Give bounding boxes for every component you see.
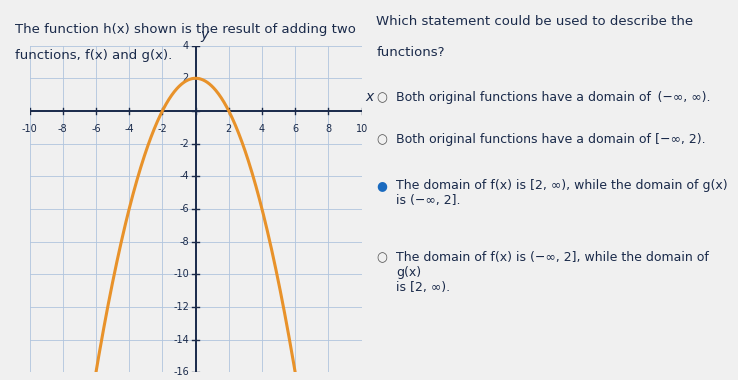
Text: -14: -14 — [173, 335, 189, 345]
Text: 2: 2 — [226, 124, 232, 134]
Text: ●: ● — [376, 179, 387, 192]
Text: ○: ○ — [376, 91, 387, 104]
Text: -8: -8 — [58, 124, 68, 134]
Text: 8: 8 — [325, 124, 331, 134]
Text: ○: ○ — [376, 133, 387, 146]
Text: -2: -2 — [179, 139, 189, 149]
Text: 4: 4 — [259, 124, 265, 134]
Text: Both original functions have a domain of  (−∞, ∞).: Both original functions have a domain of… — [396, 91, 711, 104]
Text: -6: -6 — [91, 124, 101, 134]
Text: -4: -4 — [124, 124, 134, 134]
Text: ○: ○ — [376, 251, 387, 264]
Text: -6: -6 — [179, 204, 189, 214]
Text: functions, f(x) and g(x).: functions, f(x) and g(x). — [15, 49, 172, 62]
Text: -12: -12 — [173, 302, 189, 312]
Text: -4: -4 — [179, 171, 189, 181]
Text: The domain of f(x) is (−∞, 2], while the domain of g(x)
is [2, ∞).: The domain of f(x) is (−∞, 2], while the… — [396, 251, 709, 294]
Text: 10: 10 — [356, 124, 368, 134]
Text: -16: -16 — [173, 367, 189, 377]
Text: -8: -8 — [179, 237, 189, 247]
Text: -10: -10 — [21, 124, 38, 134]
Text: functions?: functions? — [376, 46, 445, 59]
Text: y: y — [201, 28, 209, 42]
Text: -10: -10 — [173, 269, 189, 279]
Text: 6: 6 — [292, 124, 298, 134]
Text: Both original functions have a domain of [−∞, 2).: Both original functions have a domain of… — [396, 133, 706, 146]
Text: 2: 2 — [183, 73, 189, 83]
Text: The domain of f(x) is [2, ∞), while the domain of g(x)
is (−∞, 2].: The domain of f(x) is [2, ∞), while the … — [396, 179, 728, 207]
Text: 4: 4 — [183, 41, 189, 51]
Text: x: x — [365, 90, 373, 105]
Text: Which statement could be used to describe the: Which statement could be used to describ… — [376, 15, 694, 28]
Text: The function h(x) shown is the result of adding two: The function h(x) shown is the result of… — [15, 23, 356, 36]
Text: -2: -2 — [157, 124, 168, 134]
